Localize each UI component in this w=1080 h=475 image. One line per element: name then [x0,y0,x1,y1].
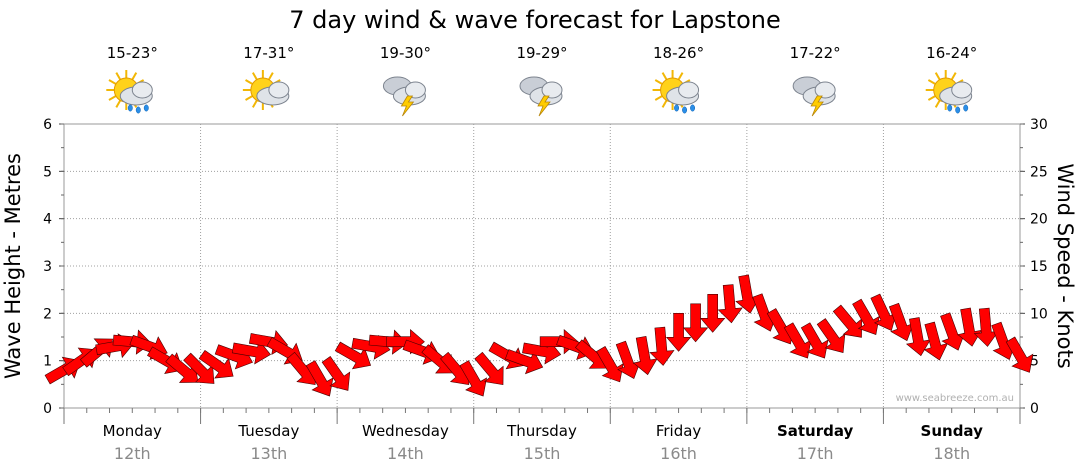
wind-arrows [44,274,1034,397]
wind-arrow [973,307,999,347]
temperature-label: 19-30° [380,44,431,62]
wind-arrow [596,346,624,383]
wind-arrow [1005,336,1034,373]
wind-arrow [632,335,658,376]
wind-arrow [504,349,544,375]
wind-arrow [783,322,812,359]
right-tick-label: 30 [1030,117,1048,133]
wind-arrow [905,317,931,357]
left-tick-label: 0 [43,401,52,417]
day-label: Sunday [921,422,984,440]
wind-arrow [832,304,863,338]
date-label: 12th [114,444,151,463]
day-label: Friday [656,422,702,440]
day-label: Saturday [777,422,854,440]
cloud-thunderstorm-icon [519,76,563,117]
date-label: 18th [933,444,970,463]
wind-arrow [183,352,215,384]
right-tick-label: 0 [1030,401,1039,417]
wind-arrow [888,302,914,342]
wind-arrow [682,303,709,343]
day-label: Thursday [506,422,577,440]
date-label: 14th [387,444,424,463]
left-tick-label: 1 [43,354,52,370]
right-tick-label: 10 [1030,306,1048,322]
sun-cloud-icon [242,70,290,110]
date-label: 16th [660,444,697,463]
left-tick-label: 2 [43,306,52,322]
wind-arrow [231,339,271,365]
temperature-label: 18-26° [653,44,704,62]
right-axis-label: Wind Speed - Knots [1053,163,1077,368]
wind-arrow [717,284,743,324]
wind-arrow [665,312,692,352]
right-tick-label: 20 [1030,212,1048,228]
left-tick-label: 4 [43,212,52,228]
wind-arrow [321,356,351,391]
left-axis-label: Wave Height - Metres [1,153,25,379]
temperature-label: 15-23° [107,44,158,62]
right-tick-label: 25 [1030,164,1048,180]
temperature-label: 19-29° [516,44,567,62]
sun-cloud-showers-icon [652,70,700,114]
wind-arrow [957,307,983,347]
wind-arrow [474,351,504,386]
right-tick-label: 5 [1030,354,1039,370]
wind-speed-axis: 0 5 10 15 20 25 30 [1020,117,1048,417]
day-label: Monday [103,422,162,440]
wind-arrow [923,321,949,361]
wind-arrow [852,298,880,335]
chart-title: 7 day wind & wave forecast for Lapstone [289,6,781,34]
wind-arrow [700,293,726,333]
cloud-thunderstorm-icon [382,76,426,117]
wind-arrow [870,293,897,331]
left-tick-label: 5 [43,164,52,180]
sun-cloud-showers-icon [106,70,153,114]
temperature-label: 17-22° [790,44,841,62]
wave-height-axis: 0 1 2 3 4 5 6 [43,117,64,417]
weather-icons [106,70,973,117]
day-labels: Monday 12th Tuesday 13th Wednesday 14th Thursd… [63,408,1021,463]
day-label: Tuesday [237,422,299,440]
wind-arrow [305,360,334,397]
date-label: 17th [797,444,834,463]
date-label: 15th [524,444,561,463]
wind-arrow [816,318,846,353]
temperature-labels: 15-23° 17-31° 19-30° 19-29° 18-26° 17-22° 16-2… [107,44,978,62]
cloud-thunderstorm-icon [792,76,836,117]
wind-arrow [198,349,234,379]
watermark: www.seabreeze.com.au [896,393,1014,404]
sun-cloud-showers-icon [925,70,973,114]
wind-arrow [649,326,675,366]
temperature-label: 17-31° [243,44,294,62]
date-label: 13th [250,444,287,463]
wind-arrow [334,341,372,370]
wind-arrow [165,353,199,383]
left-tick-label: 3 [43,259,52,275]
right-tick-label: 15 [1030,259,1048,275]
wind-arrow [800,322,829,359]
gridlines [64,124,1020,408]
temperature-label: 16-24° [926,44,977,62]
day-label: Wednesday [362,422,449,440]
left-tick-label: 6 [43,117,52,133]
wind-arrow [459,360,488,397]
